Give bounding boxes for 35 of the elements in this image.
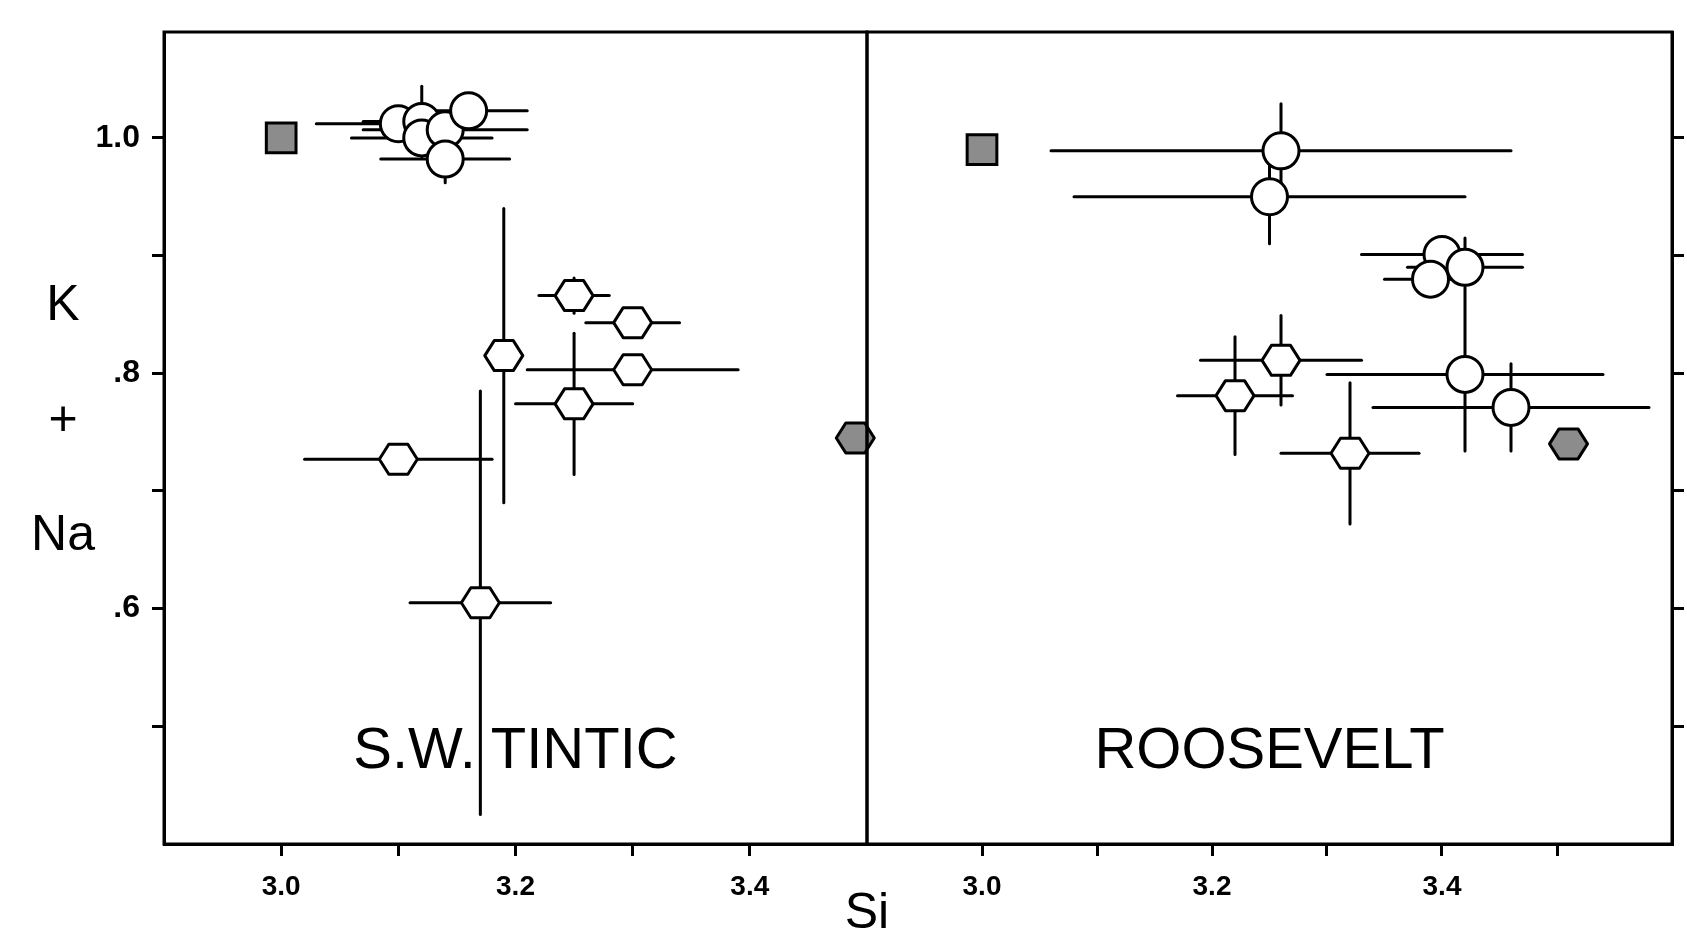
- point: [459, 586, 501, 620]
- y-tick-label: .8: [113, 353, 140, 390]
- point: [1411, 259, 1450, 299]
- point: [1445, 354, 1485, 394]
- point: [553, 387, 595, 421]
- point: [1260, 343, 1302, 377]
- x-tick-label: 3.0: [962, 869, 1002, 901]
- x-tick-label: 3.0: [261, 869, 301, 901]
- point: [834, 421, 876, 455]
- point: [425, 139, 465, 179]
- y-tick-label: 1.0: [95, 117, 140, 154]
- point: [483, 339, 525, 373]
- point: [553, 279, 595, 313]
- point: [449, 91, 489, 131]
- point: [1250, 177, 1289, 217]
- y-axis-title: K + Na: [31, 274, 95, 561]
- annotation: ROOSEVELT: [1094, 714, 1445, 781]
- point: [1329, 436, 1371, 470]
- point: [612, 306, 654, 340]
- point: [965, 133, 999, 167]
- x-tick-label: 3.4: [730, 869, 770, 901]
- x-axis-title: Si: [844, 882, 890, 940]
- point: [377, 442, 419, 476]
- point: [1214, 379, 1256, 413]
- point: [1445, 247, 1485, 287]
- point: [1548, 427, 1589, 461]
- x-tick-label: 3.2: [496, 869, 535, 901]
- x-tick-label: 3.2: [1192, 869, 1232, 901]
- point: [612, 353, 654, 387]
- point: [1491, 387, 1531, 427]
- point: [1261, 131, 1301, 171]
- x-tick-label: 3.4: [1422, 869, 1462, 901]
- annotation: S.W. TINTIC: [353, 714, 678, 781]
- y-tick-label: .6: [113, 588, 140, 625]
- point: [264, 121, 298, 155]
